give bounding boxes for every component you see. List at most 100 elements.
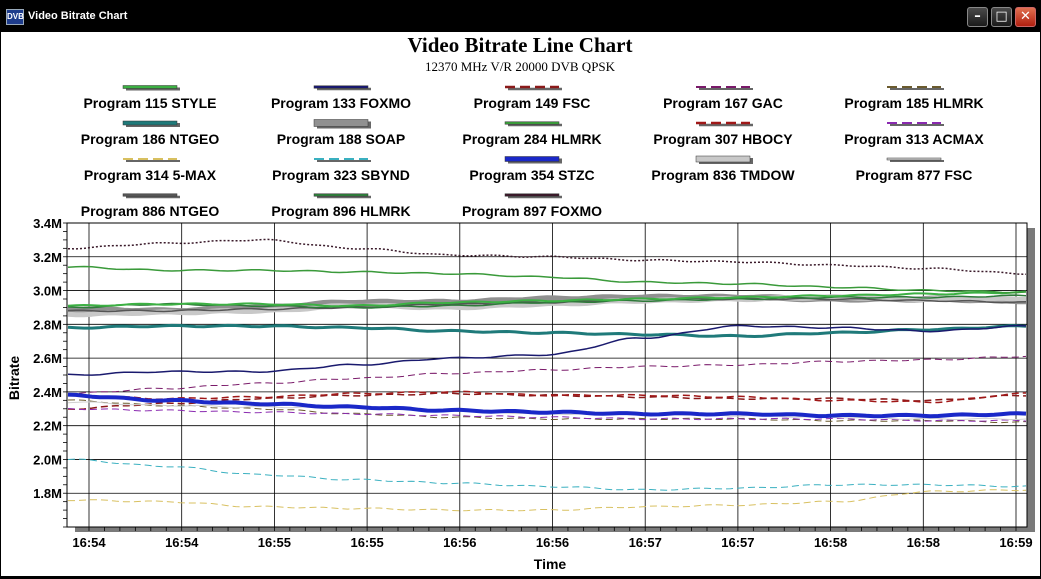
- title-bar[interactable]: DVB Video Bitrate Chart – □ ✕: [1, 1, 1040, 32]
- y-tick-label: 2.6M: [33, 351, 62, 366]
- grid: [67, 222, 1027, 527]
- x-tick-label: 16:55: [258, 535, 291, 550]
- legend-swatch-shadow: [699, 88, 753, 90]
- x-tick-label: 16:54: [72, 535, 106, 550]
- legend-swatch-shadow: [508, 123, 562, 127]
- legend-item: Program 877 FSC: [856, 157, 973, 183]
- x-tick-label: 16:54: [165, 535, 199, 550]
- y-tick-label: 2.8M: [33, 317, 62, 332]
- legend-swatch: [886, 157, 942, 161]
- x-tick-label: 16:57: [629, 535, 662, 550]
- legend-label: Program 836 TMDOW: [651, 167, 795, 183]
- legend-swatch: [122, 193, 178, 197]
- legend-swatch: [313, 85, 369, 89]
- legend-item: Program 836 TMDOW: [651, 155, 795, 183]
- legend-swatch: [504, 156, 560, 162]
- y-tick-label: 1.8M: [33, 486, 62, 501]
- legend-label: Program 167 GAC: [663, 95, 783, 111]
- legend-label: Program 313 ACMAX: [844, 131, 984, 147]
- legend-swatch-shadow: [890, 160, 944, 162]
- legend-swatch: [122, 120, 178, 126]
- legend-swatch-shadow: [890, 88, 944, 90]
- maximize-icon: □: [995, 9, 1008, 24]
- legend-item: Program 354 STZC: [469, 156, 595, 183]
- series-line: [67, 323, 1027, 338]
- close-button[interactable]: ✕: [1015, 7, 1036, 27]
- legend-swatch-shadow: [126, 160, 180, 162]
- x-tick-label: 16:56: [443, 535, 476, 550]
- series-line: [67, 392, 1027, 419]
- legend-swatch-shadow: [508, 195, 562, 199]
- legend-label: Program 188 SOAP: [277, 131, 405, 147]
- x-axis-label: Time: [534, 556, 567, 572]
- legend-label: Program 896 HLMRK: [271, 203, 410, 219]
- legend-swatch: [313, 119, 369, 127]
- legend-swatch: [504, 193, 560, 197]
- close-icon: ✕: [1020, 9, 1031, 24]
- legend-label: Program 877 FSC: [856, 167, 973, 183]
- chart-subtitle: 12370 MHz V/R 20000 DVB QPSK: [425, 59, 616, 74]
- series-line: [67, 399, 1027, 424]
- legend-swatch-shadow: [699, 123, 753, 127]
- legend-label: Program 323 SBYND: [272, 167, 410, 183]
- legend-label: Program 314 5-MAX: [84, 167, 217, 183]
- legend-item: Program 314 5-MAX: [84, 158, 217, 183]
- legend-swatch: [695, 155, 751, 163]
- minimize-button[interactable]: –: [967, 7, 988, 27]
- series-line: [67, 392, 1027, 411]
- app-icon[interactable]: DVB: [6, 9, 24, 25]
- plot-area: [66, 222, 1028, 528]
- y-tick-label: 3.0M: [33, 284, 62, 299]
- legend-swatch: [313, 193, 369, 197]
- x-tick-label: 16:57: [721, 535, 754, 550]
- legend-item: Program 313 ACMAX: [844, 122, 984, 147]
- legend-item: Program 186 NTGEO: [81, 120, 220, 147]
- legend-item: Program 897 FOXMO: [462, 193, 602, 219]
- legend-item: Program 323 SBYND: [272, 158, 410, 183]
- legend-item: Program 149 FSC: [474, 85, 591, 111]
- y-axis-label: Bitrate: [6, 356, 22, 401]
- y-tick-label: 2.2M: [33, 419, 62, 434]
- x-tick-label: 16:58: [814, 535, 847, 550]
- legend-item: Program 896 HLMRK: [271, 193, 411, 219]
- legend-swatch-shadow: [508, 87, 562, 91]
- legend-label: Program 886 NTGEO: [81, 203, 220, 219]
- series-line: [67, 355, 1027, 395]
- series-line: [67, 324, 1027, 376]
- legend-label: Program 186 NTGEO: [81, 131, 220, 147]
- chart-area: Video Bitrate Line Chart 12370 MHz V/R 2…: [5, 32, 1036, 574]
- x-tick-label: 16:58: [907, 535, 940, 550]
- y-tick-label: 2.0M: [33, 452, 62, 467]
- legend-item: Program 284 HLMRK: [462, 121, 602, 147]
- legend-label: Program 284 HLMRK: [462, 131, 601, 147]
- legend-item: Program 886 NTGEO: [81, 193, 220, 219]
- y-tick-label: 3.4M: [33, 216, 62, 231]
- chart-svg: Video Bitrate Line Chart 12370 MHz V/R 2…: [6, 33, 1035, 572]
- x-tick-label: 16:56: [536, 535, 569, 550]
- series-line: [67, 265, 1027, 294]
- legend-item: Program 307 HBOCY: [653, 121, 793, 147]
- legend-item: Program 133 FOXMO: [271, 85, 411, 111]
- y-axis-ticks: 3.4M 3.2M 3.0M 2.8M 2.6M 2.4M 2.2M 2.0M 1.8M: [33, 216, 67, 528]
- legend-swatch-shadow: [890, 124, 944, 126]
- legend-item: Program 185 HLMRK: [844, 86, 984, 111]
- y-tick-label: 2.4M: [33, 385, 62, 400]
- legend-label: Program 149 FSC: [474, 95, 591, 111]
- legend-item: Program 167 GAC: [663, 86, 783, 111]
- series-line: [67, 408, 1027, 422]
- legend-swatch-shadow: [126, 195, 180, 199]
- maximize-button[interactable]: □: [991, 7, 1012, 27]
- legend-swatch-shadow: [126, 87, 180, 91]
- legend-item: Program 188 SOAP: [277, 119, 405, 147]
- legend-label: Program 115 STYLE: [83, 95, 216, 111]
- series-group: [67, 238, 1027, 512]
- series-line: [68, 390, 1027, 404]
- legend-swatch-shadow: [317, 87, 371, 91]
- legend-label: Program 185 HLMRK: [844, 95, 983, 111]
- series-line: [67, 290, 1027, 308]
- minimize-icon: –: [974, 9, 981, 24]
- legend-label: Program 897 FOXMO: [462, 203, 602, 219]
- legend-swatch-shadow: [317, 160, 371, 162]
- series-line: [67, 458, 1027, 491]
